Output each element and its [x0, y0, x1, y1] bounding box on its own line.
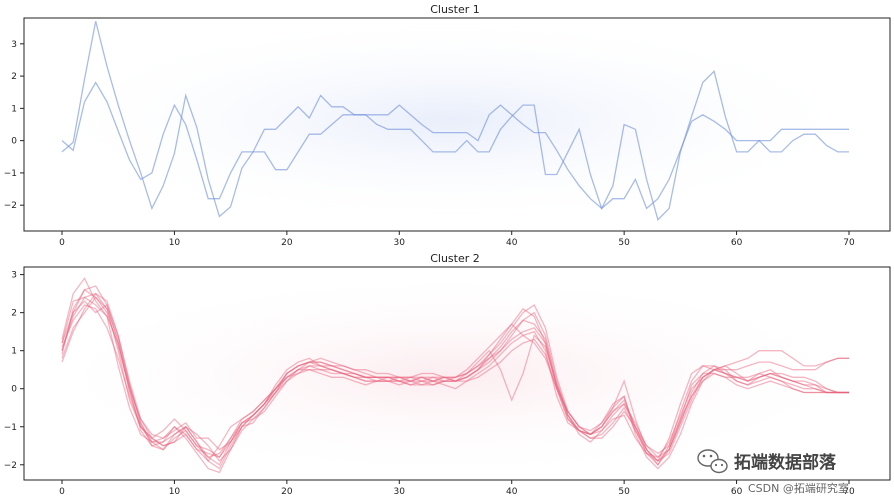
y-tick-label: −1: [4, 423, 17, 433]
cluster-2-series-line-4: [61, 304, 849, 459]
x-tick-label: 0: [59, 487, 65, 497]
cluster-2-lines: [61, 277, 849, 474]
cluster-2-series-line-8: [61, 296, 849, 462]
y-tick-label: 1: [11, 347, 17, 357]
y-tick-label: −2: [4, 201, 17, 211]
cluster-1-series-line-2: [61, 21, 849, 221]
y-tick-label: 0: [11, 137, 17, 147]
cluster-2-series-line-5: [61, 285, 849, 466]
x-tick-label: 40: [506, 487, 518, 497]
x-tick-label: 10: [169, 238, 181, 248]
wechat-icon: [697, 449, 728, 474]
watermark: 拓端数据部落 CSDN @拓端研究室: [697, 449, 849, 495]
y-tick-label: 0: [11, 385, 17, 395]
cluster-2-series-line-9: [61, 292, 849, 470]
x-tick-label: 40: [506, 238, 518, 248]
y-tick-label: 3: [11, 40, 17, 50]
cluster-1-title: Cluster 1: [430, 3, 480, 16]
cluster-2-panel: Cluster 2 0 10 20 30 40 50 60 70 −2 −1 0 1 2 3: [4, 252, 891, 497]
y-tick-label: 2: [11, 72, 17, 82]
x-tick-label: 20: [281, 238, 293, 248]
y-tick-label: 3: [11, 271, 17, 281]
x-tick-label: 30: [394, 487, 406, 497]
cluster-2-title: Cluster 2: [430, 252, 480, 265]
cluster-1-series-line-1: [61, 81, 849, 210]
cluster-1-panel: Cluster 1 0 10 20 30 40 50 60 70 −2 −1 0 1 2 3: [4, 3, 891, 248]
cluster-2-series-line-2: [61, 292, 849, 466]
x-tick-label: 50: [618, 487, 630, 497]
cluster-2-series-line-3: [61, 277, 849, 474]
cluster-2-series-line-7: [61, 296, 849, 458]
cluster-1-background-glow: [30, 15, 870, 225]
x-tick-label: 70: [843, 238, 855, 248]
cluster-2-background-glow: [30, 270, 870, 480]
y-tick-label: −1: [4, 169, 17, 179]
y-tick-label: −2: [4, 461, 17, 471]
x-tick-label: 60: [731, 487, 743, 497]
cluster-2-y-axis: −2 −1 0 1 2 3: [4, 271, 24, 471]
cluster-1-axes-frame: [23, 17, 891, 232]
x-tick-label: 30: [394, 238, 406, 248]
x-tick-label: 10: [169, 487, 181, 497]
cluster-2-x-axis: 0 10 20 30 40 50 60 70: [59, 480, 855, 497]
y-tick-label: 2: [11, 309, 17, 319]
cluster-1-x-axis: 0 10 20 30 40 50 60 70: [59, 231, 855, 248]
watermark-brand: 拓端数据部落: [734, 452, 837, 473]
cluster-1-lines: [61, 21, 849, 221]
y-tick-label: 1: [11, 104, 17, 114]
x-tick-label: 60: [731, 238, 743, 248]
cluster-2-series-line-6: [61, 300, 849, 458]
cluster-2-series-line-1: [61, 288, 849, 466]
x-tick-label: 0: [59, 238, 65, 248]
x-tick-label: 50: [618, 238, 630, 248]
x-tick-label: 20: [281, 487, 293, 497]
x-tick-label: 70: [843, 487, 855, 497]
cluster-2-axes-frame: [23, 266, 891, 481]
watermark-credit: CSDN @拓端研究室: [748, 481, 849, 495]
cluster-1-y-axis: −2 −1 0 1 2 3: [4, 40, 24, 211]
